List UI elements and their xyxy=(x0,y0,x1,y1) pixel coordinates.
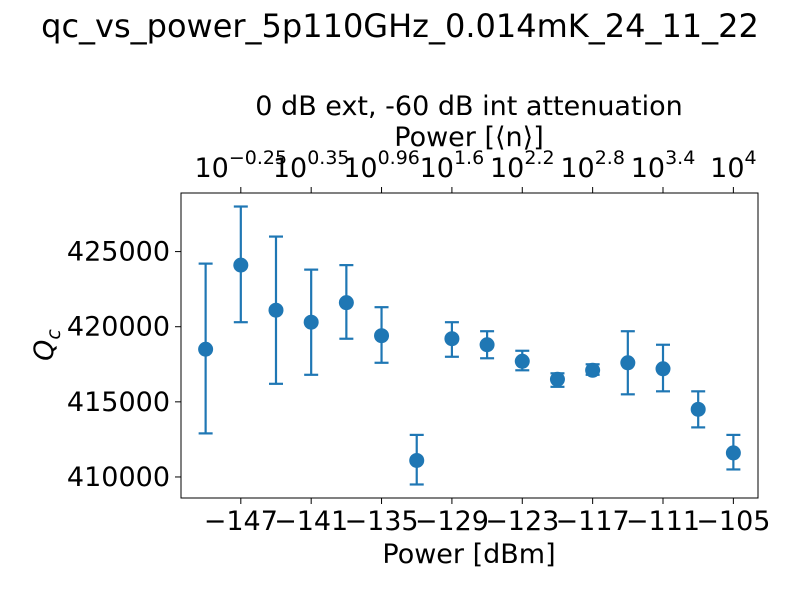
y-axis: 410000 415000 420000 425000 xyxy=(67,237,181,493)
axes-frame xyxy=(180,192,759,499)
top-tick-label: 100.35 xyxy=(273,147,350,184)
x-tick-label: −135 xyxy=(344,506,418,537)
data-point xyxy=(585,362,601,378)
top-tick-label-base: 10 xyxy=(420,153,454,184)
y-axis-label-subscript: c xyxy=(43,329,65,340)
data-point-group xyxy=(549,371,565,388)
data-point xyxy=(479,337,495,353)
top-tick-label-exponent: 0.35 xyxy=(307,147,349,169)
data-point-group xyxy=(233,205,249,324)
data-point-group xyxy=(655,343,671,393)
top-tick-label-exponent: 0.96 xyxy=(378,147,420,169)
top-tick-label-exponent: 2.8 xyxy=(595,147,625,169)
top-tick-label-base: 10 xyxy=(343,153,377,184)
data-point-group xyxy=(374,306,390,364)
y-axis-label: Qc xyxy=(29,329,65,361)
x-tick-label: −147 xyxy=(204,506,278,537)
top-axis-title-line-1: 0 dB ext, -60 dB int attenuation xyxy=(255,91,682,122)
top-tick-label-exponent: 1.6 xyxy=(454,147,484,169)
x-tick-label: −141 xyxy=(274,506,348,537)
data-point xyxy=(725,445,741,461)
data-point xyxy=(409,452,425,468)
data-point-group xyxy=(198,262,214,435)
y-tick-label: 425000 xyxy=(67,237,170,268)
data-point-group xyxy=(690,390,706,429)
y-tick-label: 415000 xyxy=(67,387,170,418)
top-tick-label-base: 10 xyxy=(560,153,594,184)
x-tick-label: −105 xyxy=(696,506,770,537)
data-point xyxy=(268,302,284,318)
top-axis-title-line-2: Power [⟨n⟩] xyxy=(394,122,543,153)
data-point xyxy=(374,328,390,344)
top-tick-label-base: 10 xyxy=(710,153,744,184)
top-tick-label: 102.8 xyxy=(560,147,625,184)
data-point-group xyxy=(514,349,530,372)
top-tick-label-exponent: 2.2 xyxy=(524,147,554,169)
x-axis-label: Power [dBm] xyxy=(382,539,555,570)
data-point xyxy=(655,361,671,377)
data-point-group xyxy=(303,268,319,376)
y-tick-label: 420000 xyxy=(67,312,170,343)
data-point-group xyxy=(409,433,425,486)
top-tick-label-base: 10 xyxy=(631,153,665,184)
x-tick-label: −129 xyxy=(415,506,489,537)
data-point-group xyxy=(620,330,636,396)
plot-area xyxy=(198,205,741,486)
y-axis-label-base: Q xyxy=(29,340,60,361)
data-point xyxy=(620,355,636,371)
chart-title: qc_vs_power_5p110GHz_0.014mK_24_11_22 xyxy=(41,7,759,45)
data-point-group xyxy=(585,362,601,378)
top-tick-label-exponent: 4 xyxy=(745,147,757,169)
data-point xyxy=(233,257,249,273)
top-tick-label: 10−0.25 xyxy=(195,147,288,184)
x-tick-label: −123 xyxy=(485,506,559,537)
data-point-group xyxy=(444,321,460,358)
top-tick-label-exponent: 3.4 xyxy=(665,147,695,169)
data-point xyxy=(444,331,460,347)
data-point xyxy=(198,341,214,357)
top-tick-label-exponent: −0.25 xyxy=(229,147,287,169)
y-tick-label: 410000 xyxy=(67,462,170,493)
x-axis: −147−141−135−129−123−117−111−105 xyxy=(204,498,770,537)
top-tick-label-base: 10 xyxy=(490,153,524,184)
x-tick-label: −117 xyxy=(556,506,630,537)
top-tick-label-base: 10 xyxy=(195,153,229,184)
top-tick-label: 103.4 xyxy=(631,147,696,184)
data-point-group xyxy=(725,433,741,471)
top-tick-label: 102.2 xyxy=(490,147,555,184)
top-tick-label: 101.6 xyxy=(420,147,485,184)
top-tick-label: 100.96 xyxy=(343,147,420,184)
data-point xyxy=(338,295,354,311)
top-tick-label: 104 xyxy=(710,147,756,184)
data-point xyxy=(514,353,530,369)
x-tick-label: −111 xyxy=(626,506,700,537)
top-tick-label-base: 10 xyxy=(273,153,307,184)
data-point xyxy=(690,401,706,417)
data-point-group xyxy=(268,235,284,385)
data-point xyxy=(549,371,565,387)
data-point-group xyxy=(479,330,495,360)
data-point-group xyxy=(338,264,354,340)
data-point xyxy=(303,314,319,330)
